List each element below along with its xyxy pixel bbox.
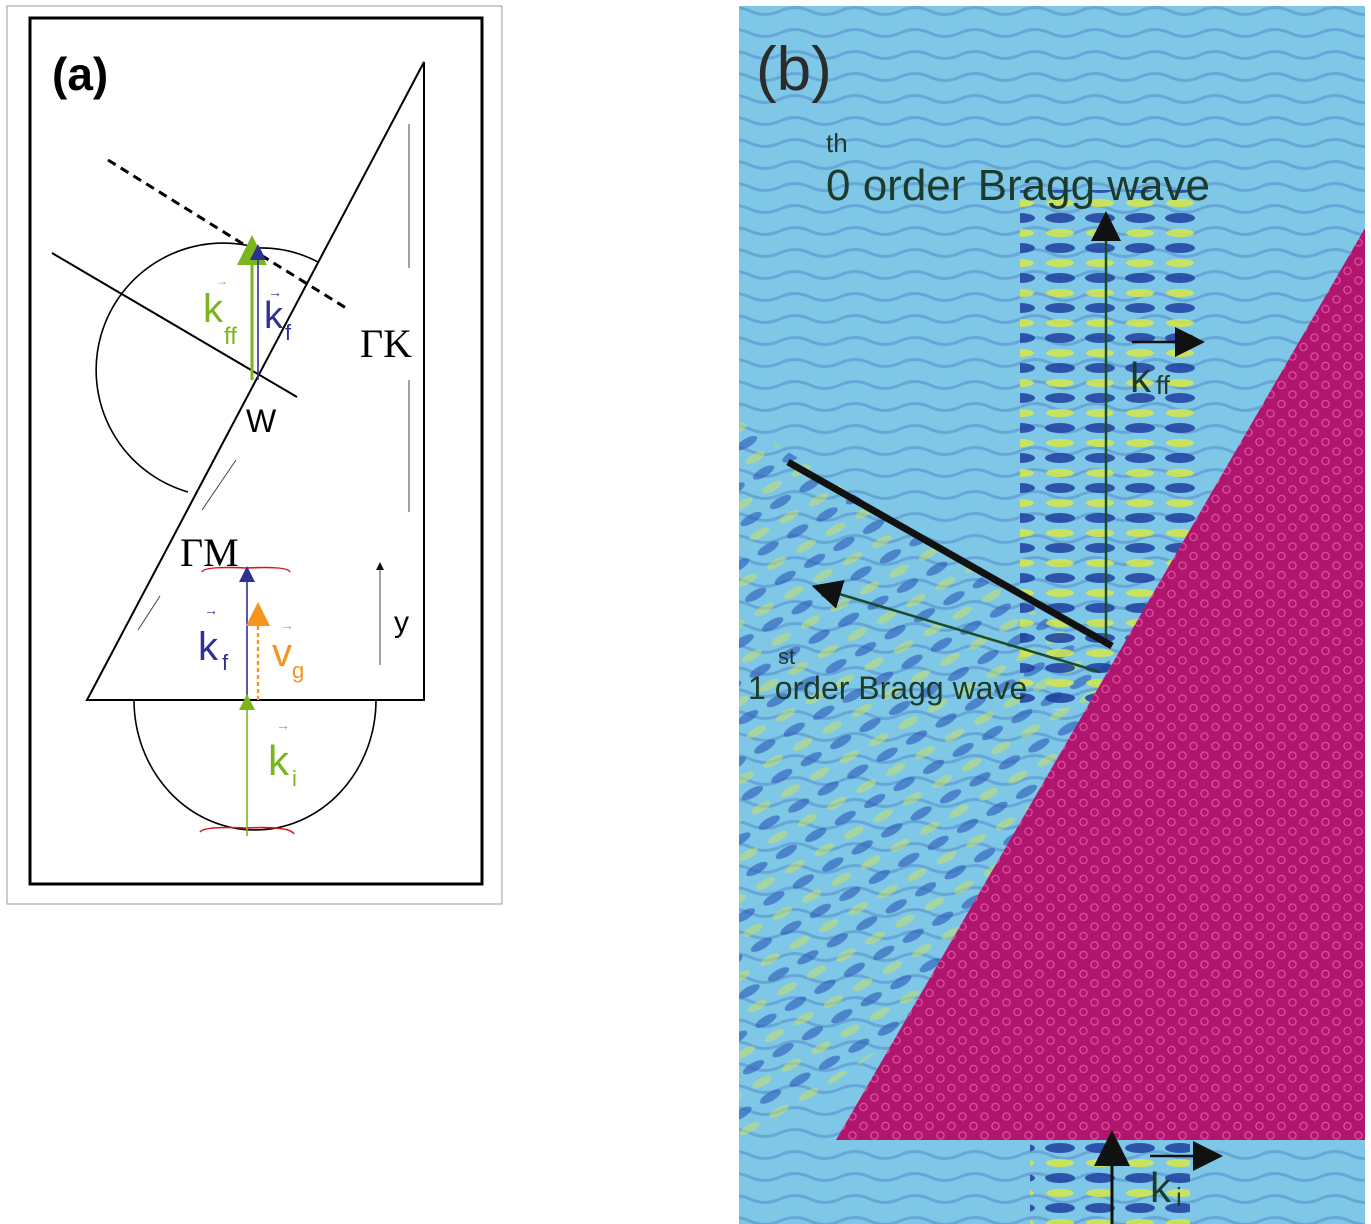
svg-text:k: k [264, 295, 284, 337]
svg-text:g: g [292, 658, 304, 683]
panel-a-tag: (a) [52, 48, 108, 100]
ki-label-b: k [1150, 1164, 1172, 1211]
red-brace-bottom [199, 826, 295, 835]
svg-text:k: k [198, 625, 219, 669]
guide-line [137, 595, 161, 631]
panel-b: (b) th 0 order Bragg wave k ff st 1 orde… [739, 6, 1365, 1224]
svg-text:→: → [276, 717, 290, 733]
kff-label-a: → k ff [203, 274, 237, 350]
zeroth-sup: th [826, 128, 848, 158]
lower-circle-arc [133, 699, 377, 831]
panel-a: (a) → k ff → k f ΓK W ΓM [6, 5, 503, 905]
svg-text:k: k [268, 737, 290, 784]
ki-sub-b: i [1176, 1182, 1182, 1212]
first-order-label: 1 order Bragg wave [748, 670, 1027, 706]
kf-label-top: → k f [264, 284, 292, 345]
vg-label: → v g [272, 617, 304, 683]
upper-circle-arc [95, 242, 259, 493]
panel-b-tag: (b) [756, 35, 832, 104]
surface-normal-line [786, 458, 1114, 650]
y-label: y [394, 606, 409, 639]
ki-label-a: → k i [268, 717, 297, 791]
svg-text:k: k [203, 287, 224, 331]
svg-text:→: → [268, 284, 282, 300]
first-order-arrow [811, 579, 1101, 674]
panel-a-inner-frame [28, 16, 484, 886]
gamma-k-label: ΓK [360, 321, 412, 366]
svg-text:f: f [285, 320, 292, 345]
kff-sub-b: ff [1156, 370, 1171, 400]
first-sup: st [778, 644, 795, 669]
normal-line [51, 252, 298, 398]
svg-text:→: → [204, 602, 218, 618]
svg-text:ff: ff [224, 323, 237, 350]
guide-line [201, 459, 237, 511]
photonic-crystal [836, 228, 1365, 1140]
w-label: W [246, 403, 277, 439]
dashed-line [107, 158, 347, 310]
crystal-triangle [85, 61, 425, 701]
svg-text:v: v [272, 631, 292, 675]
zeroth-order-label: 0 order Bragg wave [826, 161, 1210, 210]
panel-a-outer-frame [6, 5, 503, 905]
svg-text:f: f [222, 650, 229, 675]
kf-label-bottom: → k f [198, 602, 229, 675]
kff-label-b: k [1130, 354, 1152, 401]
svg-text:→: → [280, 617, 294, 633]
svg-text:i: i [292, 766, 297, 791]
svg-text:→: → [216, 274, 228, 288]
